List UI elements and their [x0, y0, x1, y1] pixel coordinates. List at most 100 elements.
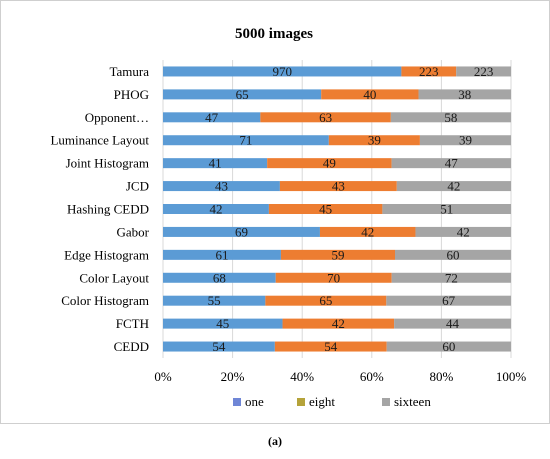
- data-label: 61: [215, 247, 228, 262]
- bar-segment: [275, 272, 392, 283]
- x-tick-label: 40%: [290, 369, 314, 384]
- data-label: 65: [319, 293, 332, 308]
- data-label: 42: [332, 316, 345, 331]
- data-label: 39: [459, 133, 472, 148]
- legend-label: eight: [309, 394, 335, 409]
- figure-caption: (a): [268, 434, 282, 448]
- legend-label: sixteen: [394, 394, 431, 409]
- bars: [163, 66, 511, 352]
- bar-segment: [265, 295, 387, 306]
- bar-segment: [268, 204, 383, 214]
- data-label: 63: [319, 110, 332, 125]
- data-label: 60: [442, 339, 455, 354]
- bar-segment: [163, 318, 283, 329]
- bar-segment: [163, 249, 281, 260]
- legend-swatch: [233, 398, 241, 406]
- data-label: 68: [213, 270, 226, 285]
- bar-segment: [163, 66, 402, 77]
- category-label: Edge Histogram: [64, 247, 149, 262]
- x-tick-labels: 0% 20% 40% 60% 80% 100%: [154, 369, 526, 384]
- bar-segment: [163, 112, 261, 123]
- bar-segment: [319, 226, 416, 237]
- bar-segment: [163, 272, 276, 283]
- data-label: 54: [324, 339, 338, 354]
- bar-segment: [328, 135, 420, 146]
- chart-frame: 5000 images 970 223 223 65 40 38 47 63 58 71 39 39 4…: [0, 0, 550, 424]
- data-label: 39: [368, 133, 381, 148]
- category-label: PHOG: [114, 87, 149, 102]
- bar-segment: [391, 272, 511, 283]
- legend-swatch: [297, 398, 305, 406]
- bar-segment: [391, 158, 511, 169]
- data-label: 54: [212, 339, 226, 354]
- bar-segment: [390, 112, 511, 123]
- data-label: 45: [319, 202, 332, 217]
- bar-segment: [163, 135, 329, 146]
- data-label: 51: [440, 202, 453, 217]
- bar-segment: [163, 181, 280, 192]
- data-label: 55: [208, 293, 221, 308]
- data-label: 71: [239, 133, 252, 148]
- bar-segment: [163, 295, 266, 306]
- chart-title: 5000 images: [235, 26, 313, 42]
- bar-segment: [163, 204, 269, 214]
- data-label: 44: [446, 316, 460, 331]
- bar-segment: [386, 295, 511, 306]
- category-label: Luminance Layout: [50, 133, 149, 148]
- x-tick-label: 80%: [429, 369, 453, 384]
- data-label: 43: [332, 179, 345, 194]
- bar-segment: [395, 249, 511, 260]
- data-label: 970: [272, 64, 292, 79]
- data-label: 69: [235, 224, 248, 239]
- data-label: 45: [216, 316, 229, 331]
- bar-segment: [382, 204, 511, 214]
- bar-segment: [456, 66, 511, 77]
- bar-segment: [321, 89, 419, 100]
- data-label: 42: [457, 224, 470, 239]
- data-label: 70: [327, 270, 340, 285]
- bar-segment: [163, 89, 322, 100]
- bar-segment: [396, 181, 511, 192]
- data-label: 38: [458, 87, 471, 102]
- data-label: 72: [445, 270, 458, 285]
- data-label: 58: [444, 110, 457, 125]
- data-label: 67: [442, 293, 456, 308]
- category-label: Joint Histogram: [66, 156, 149, 171]
- data-label: 42: [361, 224, 374, 239]
- category-label: FCTH: [116, 316, 149, 331]
- legend-label: one: [245, 394, 264, 409]
- category-label: JCD: [126, 179, 149, 194]
- data-label: 47: [445, 156, 459, 171]
- data-label: 223: [474, 64, 494, 79]
- data-label: 60: [447, 247, 460, 262]
- data-label: 65: [236, 87, 249, 102]
- category-labels: Tamura PHOG Opponent… Luminance Layout Joint…: [50, 64, 149, 354]
- legend-swatch: [382, 398, 390, 406]
- bar-segment: [274, 341, 387, 352]
- data-label: 43: [215, 179, 228, 194]
- category-label: Hashing CEDD: [67, 202, 149, 217]
- x-tick-label: 0%: [154, 369, 172, 384]
- bar-segment: [267, 158, 392, 169]
- category-label: CEDD: [114, 339, 149, 354]
- bar-segment: [386, 341, 511, 352]
- data-label: 223: [419, 64, 439, 79]
- bar-segment: [163, 158, 268, 169]
- x-tick-label: 60%: [360, 369, 384, 384]
- data-label: 42: [209, 202, 222, 217]
- x-tick-label: 100%: [496, 369, 527, 384]
- legend: one eight sixteen: [233, 394, 431, 409]
- data-label: 40: [363, 87, 376, 102]
- data-label: 42: [447, 179, 460, 194]
- category-label: Color Layout: [79, 270, 149, 285]
- bar-segment: [163, 341, 275, 352]
- bar-segment: [280, 249, 395, 260]
- data-label: 41: [209, 156, 222, 171]
- category-label: Gabor: [117, 224, 150, 239]
- bar-segment: [401, 66, 457, 77]
- bar-segment: [279, 181, 397, 192]
- category-label: Opponent…: [85, 110, 149, 125]
- data-label: 47: [205, 110, 219, 125]
- bar-segment: [419, 135, 511, 146]
